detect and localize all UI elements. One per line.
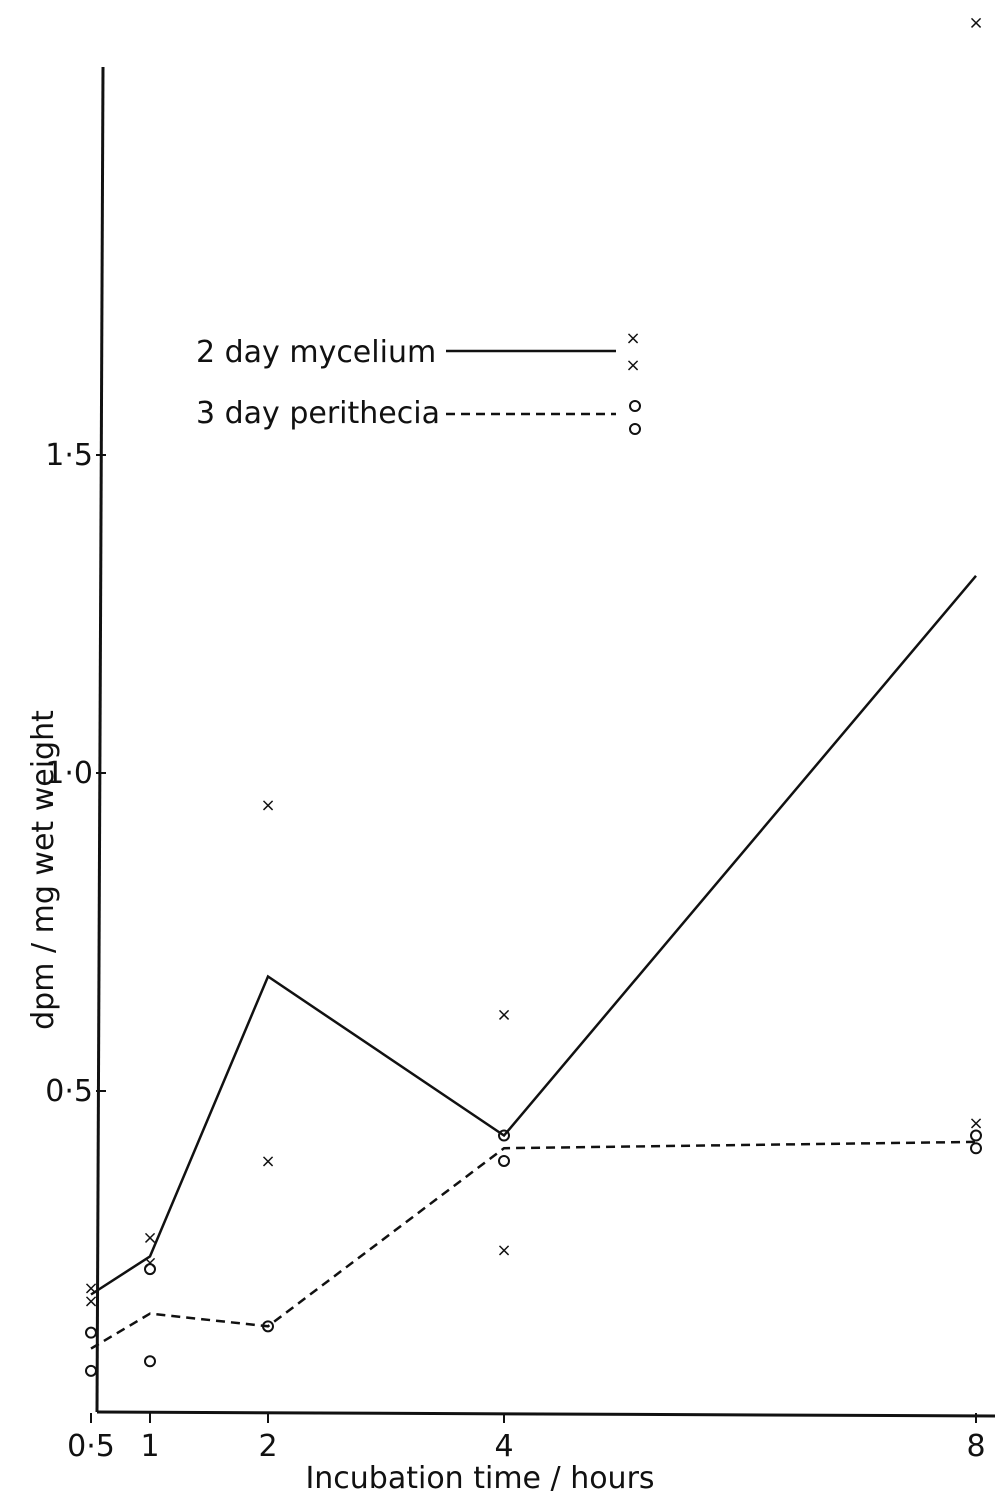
data-point-mycelium: × <box>496 1005 511 1026</box>
plot-points: ×××××××××× <box>83 13 984 1377</box>
data-point-mycelium: × <box>496 1240 511 1261</box>
y-tick-label: 1·5 <box>45 438 93 473</box>
legend-marker-o <box>629 400 641 412</box>
data-point-mycelium: × <box>83 1278 98 1299</box>
legend-item-perithecia: 3 day perithecia <box>196 396 641 435</box>
y-axis-title: dpm / mg wet weight <box>26 710 61 1030</box>
data-point-mycelium: × <box>968 1113 983 1134</box>
data-point-mycelium: × <box>142 1227 157 1248</box>
data-point-mycelium: × <box>83 1291 98 1312</box>
data-point-perithecia <box>144 1355 156 1368</box>
y-ticks: 0·5 1·0 1·5 <box>45 438 106 1109</box>
data-point-perithecia <box>144 1263 156 1276</box>
axes <box>95 66 996 1418</box>
x-ticks: 0·5 1 2 4 8 <box>67 1413 986 1464</box>
legend-marker-o <box>629 423 641 435</box>
legend-marker-x: × <box>625 328 640 349</box>
data-point-mycelium: × <box>260 1151 275 1172</box>
legend-label-perithecia: 3 day perithecia <box>196 396 440 431</box>
series-line-mycelium <box>90 574 977 1296</box>
data-point-perithecia <box>498 1154 510 1167</box>
x-axis <box>96 1410 996 1418</box>
series-line-perithecia <box>90 1140 977 1350</box>
data-point-mycelium: × <box>260 795 275 816</box>
y-axis <box>95 66 105 1413</box>
x-tick-label: 0·5 <box>67 1429 115 1464</box>
data-point-perithecia <box>970 1129 982 1142</box>
x-tick-label: 4 <box>494 1429 513 1464</box>
data-point-mycelium: × <box>968 13 983 34</box>
x-tick-label: 8 <box>966 1429 985 1464</box>
x-tick-label: 1 <box>140 1429 159 1464</box>
data-point-perithecia <box>85 1326 97 1339</box>
legend: 2 day mycelium × × 3 day perithecia <box>196 328 641 435</box>
data-point-perithecia <box>970 1142 982 1155</box>
data-point-perithecia <box>498 1129 510 1142</box>
legend-item-mycelium: 2 day mycelium × × <box>196 328 641 376</box>
data-point-perithecia <box>262 1320 274 1333</box>
legend-label-mycelium: 2 day mycelium <box>196 335 436 370</box>
data-point-perithecia <box>85 1364 97 1377</box>
legend-marker-x: × <box>625 355 640 376</box>
x-tick-label: 2 <box>258 1429 277 1464</box>
y-tick-label: 1·0 <box>45 756 93 791</box>
plot-lines <box>90 574 977 1350</box>
y-tick-label: 0·5 <box>45 1074 93 1109</box>
x-axis-title: Incubation time / hours <box>305 1461 654 1496</box>
